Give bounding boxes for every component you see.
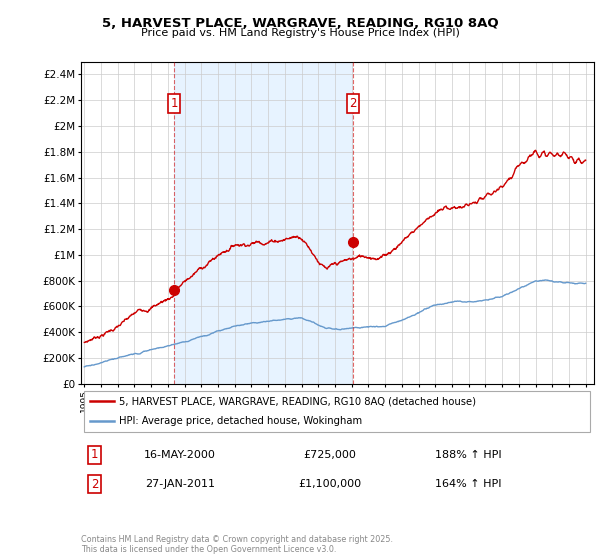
Text: 164% ↑ HPI: 164% ↑ HPI xyxy=(435,479,501,489)
Text: £725,000: £725,000 xyxy=(304,450,356,460)
Text: 5, HARVEST PLACE, WARGRAVE, READING, RG10 8AQ: 5, HARVEST PLACE, WARGRAVE, READING, RG1… xyxy=(101,17,499,30)
Bar xyxy=(174,62,353,384)
Text: 2: 2 xyxy=(349,97,356,110)
Text: 27-JAN-2011: 27-JAN-2011 xyxy=(145,479,215,489)
Text: 1: 1 xyxy=(91,448,98,461)
Text: 188% ↑ HPI: 188% ↑ HPI xyxy=(434,450,502,460)
Text: 2: 2 xyxy=(91,478,98,491)
Text: 16-MAY-2000: 16-MAY-2000 xyxy=(144,450,216,460)
Text: Contains HM Land Registry data © Crown copyright and database right 2025.
This d: Contains HM Land Registry data © Crown c… xyxy=(81,535,393,554)
Text: £1,100,000: £1,100,000 xyxy=(298,479,362,489)
Text: HPI: Average price, detached house, Wokingham: HPI: Average price, detached house, Woki… xyxy=(119,416,362,426)
Text: 5, HARVEST PLACE, WARGRAVE, READING, RG10 8AQ (detached house): 5, HARVEST PLACE, WARGRAVE, READING, RG1… xyxy=(119,396,476,407)
FancyBboxPatch shape xyxy=(83,391,590,432)
Text: 1: 1 xyxy=(170,97,178,110)
Text: Price paid vs. HM Land Registry's House Price Index (HPI): Price paid vs. HM Land Registry's House … xyxy=(140,28,460,38)
